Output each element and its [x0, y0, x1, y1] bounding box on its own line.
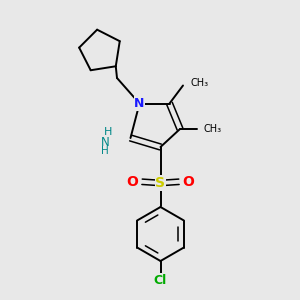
- Text: CH₃: CH₃: [190, 77, 208, 88]
- Text: N: N: [100, 136, 109, 149]
- Text: O: O: [182, 175, 194, 188]
- Text: Cl: Cl: [154, 274, 167, 287]
- Text: N: N: [134, 97, 145, 110]
- Text: H: H: [104, 127, 112, 137]
- Text: H: H: [101, 146, 109, 157]
- Text: O: O: [127, 175, 139, 188]
- Text: S: S: [155, 176, 166, 190]
- Text: CH₃: CH₃: [204, 124, 222, 134]
